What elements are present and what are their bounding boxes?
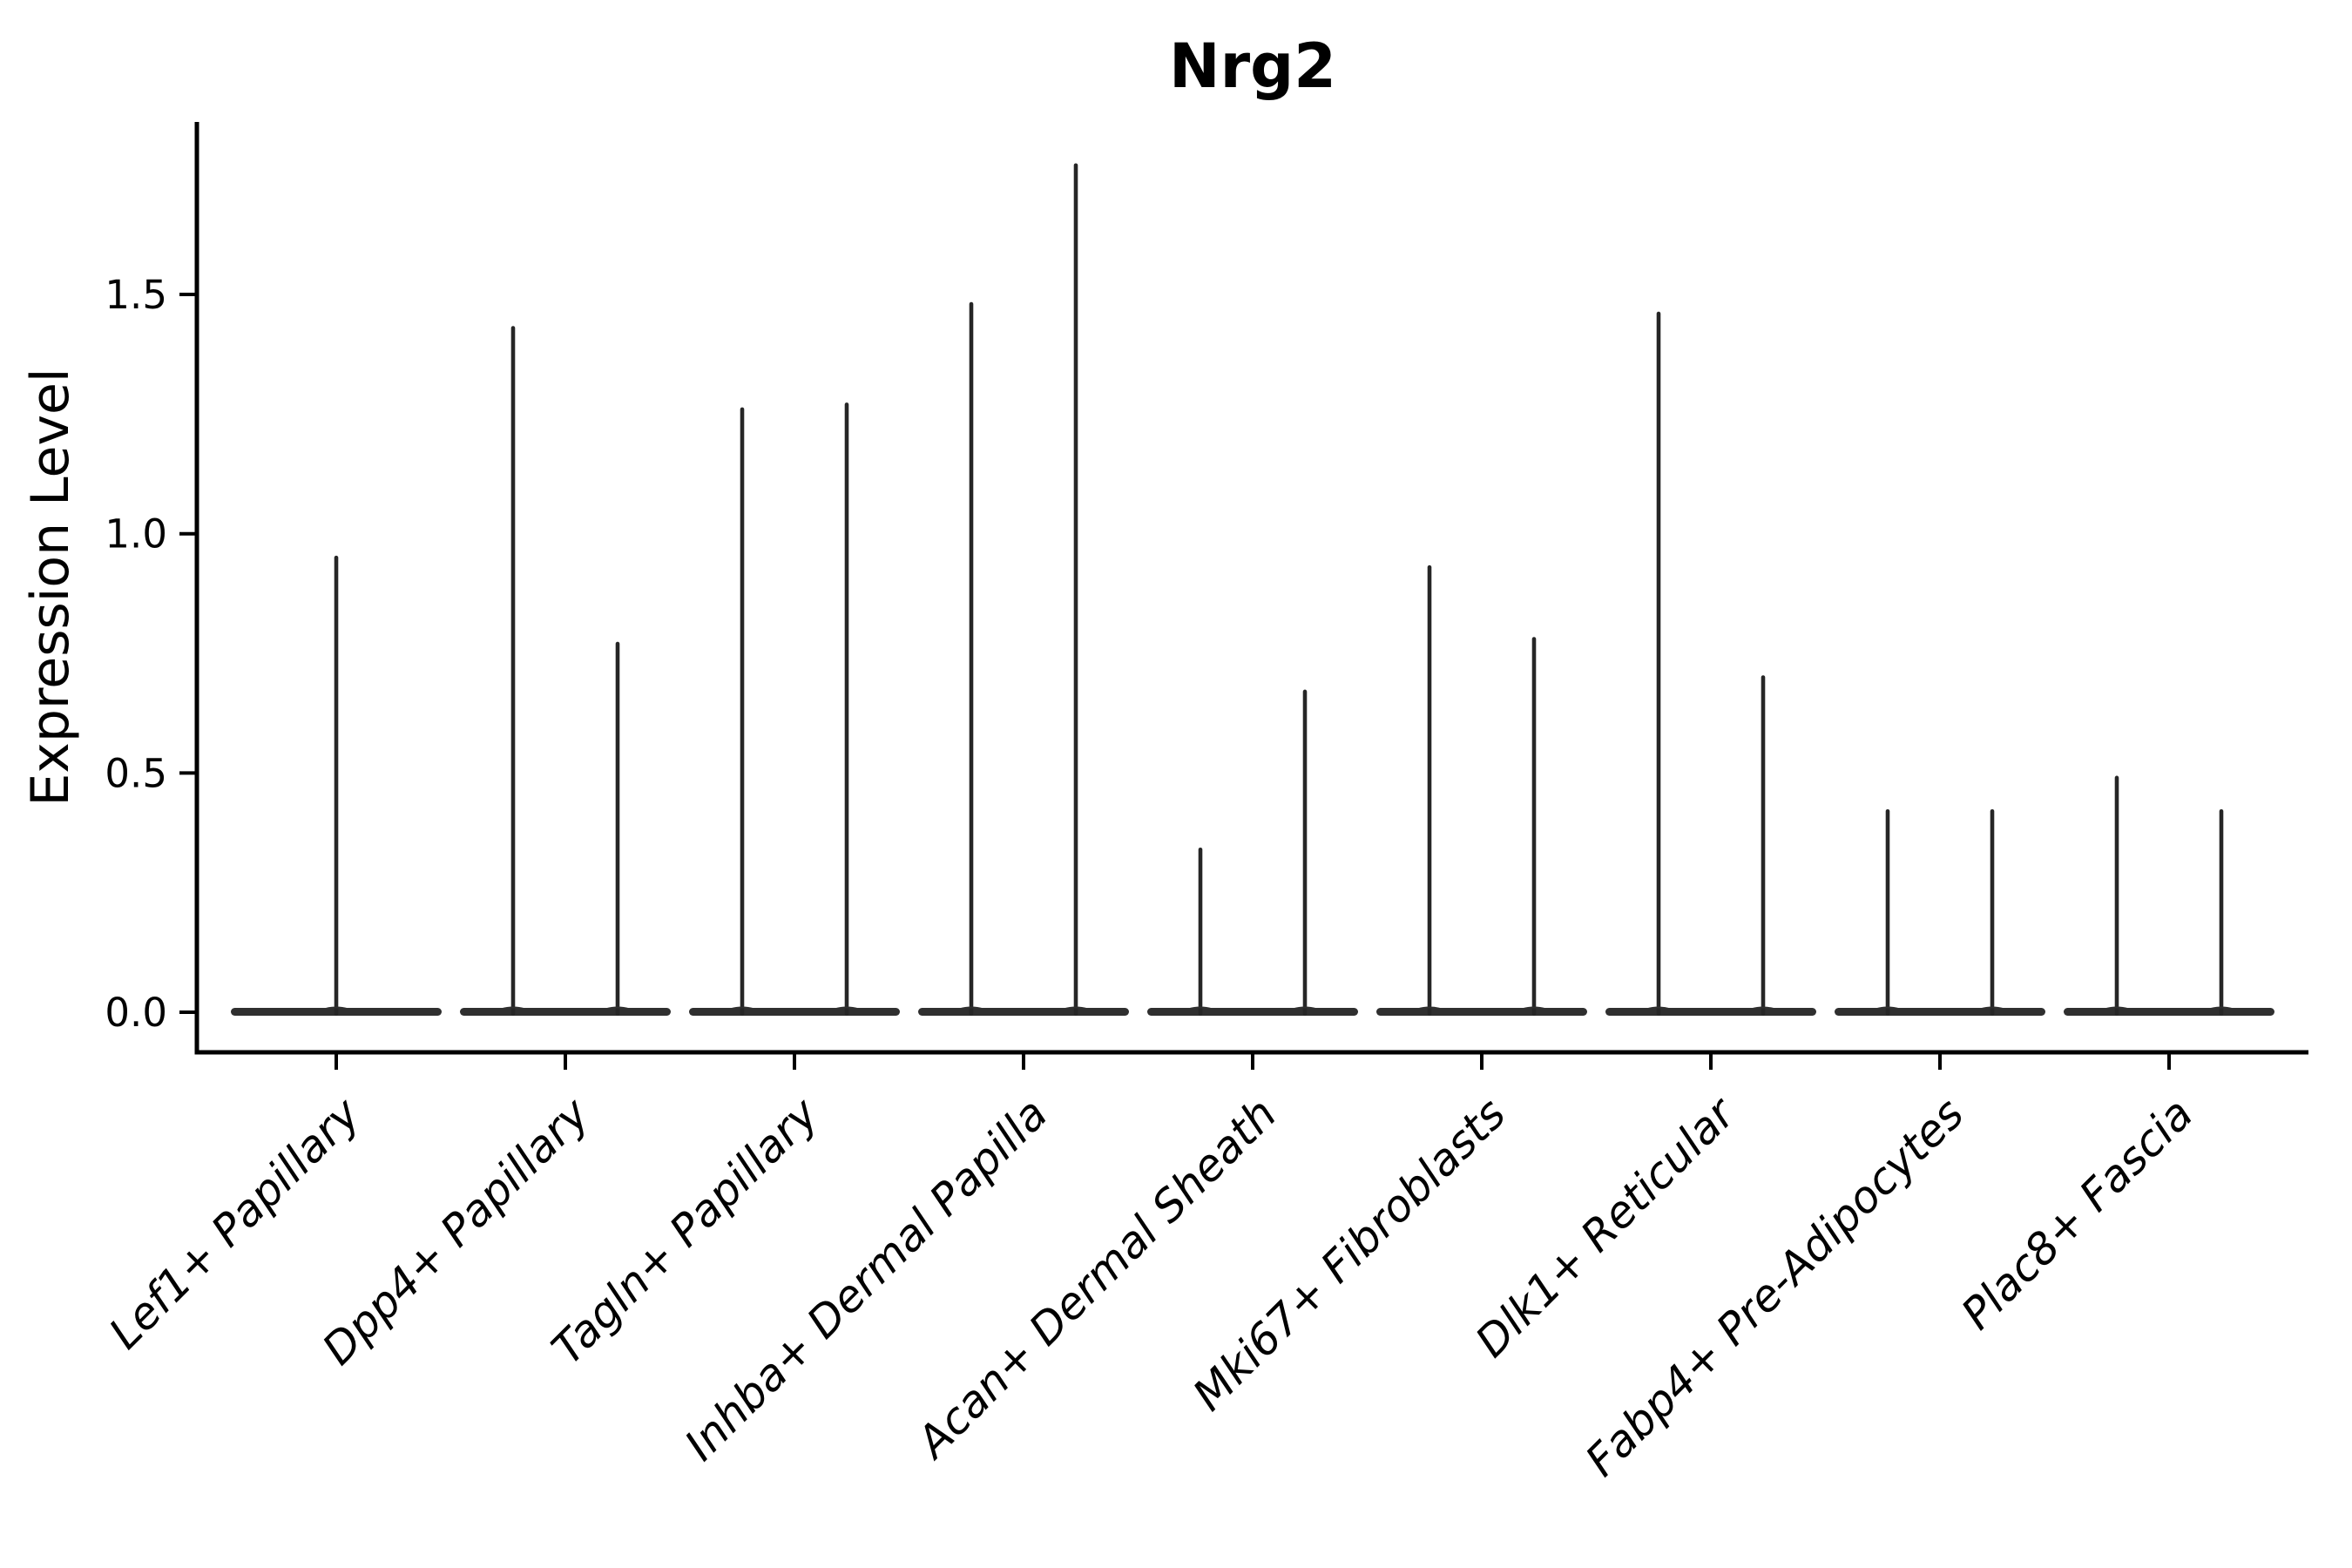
chart-title: Nrg2 <box>1169 30 1336 102</box>
x-tick-label: Inhba+ Dermal Papilla <box>675 1088 1057 1470</box>
violin-shoulder <box>605 1006 630 1009</box>
violin-shoulder <box>1980 1006 2004 1009</box>
violin-shoulder <box>1293 1006 1317 1009</box>
violin <box>689 402 900 1016</box>
violin-base <box>2064 1008 2274 1016</box>
y-tick-label: 0.5 <box>105 750 167 796</box>
violin-shoulder <box>324 1006 348 1009</box>
violin <box>1147 689 1358 1016</box>
violin <box>231 555 442 1016</box>
axes-spines <box>194 122 2308 1055</box>
violin-shoulder <box>2105 1006 2129 1009</box>
x-tick-label: Fabp4+ Pre-Adipocytes <box>1576 1088 1974 1486</box>
violin <box>1605 311 1816 1016</box>
violin-base <box>1147 1008 1358 1016</box>
violin-shoulder <box>1417 1006 1442 1009</box>
violin <box>1376 564 1587 1016</box>
violin-shoulder <box>1188 1006 1213 1009</box>
y-tick-label: 0.0 <box>105 990 167 1036</box>
violin <box>2064 775 2274 1016</box>
violin-base <box>918 1008 1129 1016</box>
violin-shoulder <box>1751 1006 1775 1009</box>
violin <box>1835 808 2045 1016</box>
x-tick-label: Plac8+ Fascia <box>1952 1088 2203 1339</box>
y-tick-label: 1.5 <box>105 272 167 318</box>
x-tick-label: Acan+ Dermal Sheath <box>906 1088 1287 1469</box>
violin-shoulder <box>1064 1006 1088 1009</box>
violin-shoulder <box>1522 1006 1546 1009</box>
y-axis-label: Expression Level <box>20 368 81 806</box>
violin-base <box>460 1008 671 1016</box>
violin <box>460 326 671 1016</box>
violin-base <box>689 1008 900 1016</box>
violin-base <box>1376 1008 1587 1016</box>
y-tick-label: 1.0 <box>105 511 167 558</box>
violin-shoulder <box>835 1006 859 1009</box>
violins-group <box>231 163 2274 1016</box>
violin-shoulder <box>1646 1006 1671 1009</box>
x-tick-label: Lef1+ Papillary <box>99 1087 370 1358</box>
violin-shoulder <box>501 1006 525 1009</box>
violin-shoulder <box>1876 1006 1900 1009</box>
violin-base <box>1835 1008 2045 1016</box>
violin-base <box>1605 1008 1816 1016</box>
violin-shoulder <box>730 1006 754 1009</box>
y-axis: 0.0 0.5 1.0 1.5 <box>105 272 197 1036</box>
violin-shoulder <box>2209 1006 2234 1009</box>
violin <box>918 163 1129 1016</box>
violin-shoulder <box>959 1006 983 1009</box>
